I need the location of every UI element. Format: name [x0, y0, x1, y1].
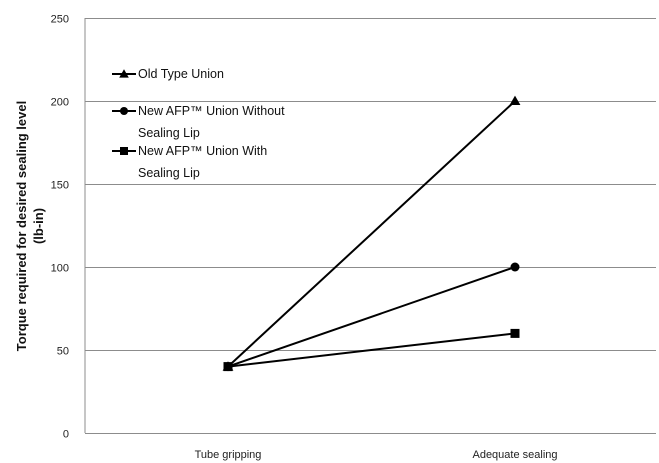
y-axis-title-group: Torque required for desired sealing leve…	[14, 101, 46, 351]
legend-label: New AFP™ Union With	[138, 144, 267, 158]
legend: Old Type Union New AFP™ Union Without Seal…	[112, 67, 285, 180]
legend-label: Sealing Lip	[138, 166, 200, 180]
y-axis-ticks: 0 50 100 150 200 250	[51, 14, 69, 441]
legend-entry: New AFP™ Union Without Sealing Lip	[112, 104, 285, 140]
series-lines	[227, 100, 516, 368]
y-axis-title-line: Torque required for desired sealing leve…	[14, 101, 29, 351]
x-tick-label: Adequate sealing	[472, 449, 557, 461]
legend-label: Old Type Union	[138, 67, 224, 81]
legend-marker-square	[120, 147, 128, 155]
y-tick-label: 50	[57, 346, 69, 358]
y-tick-label: 150	[51, 180, 69, 192]
y-axis-title: Torque required for desired sealing leve…	[14, 101, 46, 351]
y-tick-label: 250	[51, 14, 69, 26]
data-point-circle	[510, 262, 520, 272]
legend-label: New AFP™ Union Without	[138, 104, 285, 118]
legend-label: Sealing Lip	[138, 126, 200, 140]
data-point-square	[223, 362, 233, 372]
legend-entry: Old Type Union	[112, 67, 224, 81]
legend-marker-triangle	[119, 69, 129, 78]
y-tick-label: 0	[63, 429, 69, 441]
series-line	[227, 266, 516, 368]
data-point-square	[510, 328, 520, 338]
series-line	[227, 332, 516, 368]
series-markers	[222, 95, 521, 372]
legend-marker-circle	[120, 107, 128, 115]
x-axis-ticks: Tube gripping Adequate sealing	[195, 449, 558, 461]
legend-entry: New AFP™ Union With Sealing Lip	[112, 144, 267, 180]
series-line	[227, 100, 516, 368]
x-tick-label: Tube gripping	[195, 449, 262, 461]
data-point-triangle	[509, 95, 521, 106]
y-tick-label: 100	[51, 263, 69, 275]
y-axis-title-line: (lb-in)	[31, 208, 46, 244]
y-tick-label: 200	[51, 97, 69, 109]
